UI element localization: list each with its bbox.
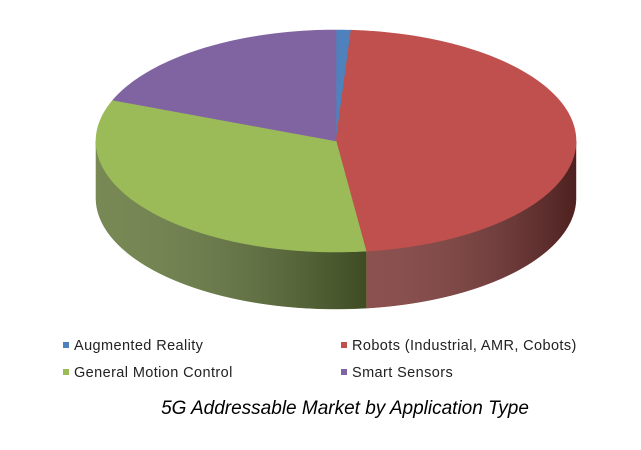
slice: [95, 99, 367, 253]
slice: [112, 29, 337, 142]
legend-marker: [63, 369, 69, 375]
chart-title: 5G Addressable Market by Application Typ…: [161, 398, 529, 419]
slice: [335, 29, 577, 252]
legend-label: Smart Sensors: [352, 365, 453, 381]
legend-marker: [63, 342, 69, 348]
legend-marker: [341, 342, 347, 348]
pie-sides: [95, 140, 577, 310]
legend: Augmented Reality Robots (Industrial, AMR…: [63, 338, 577, 381]
legend-marker: [341, 369, 347, 375]
legend-label: General Motion Control: [74, 365, 233, 381]
pie-tops: [95, 29, 577, 253]
legend-label: Augmented Reality: [74, 338, 204, 354]
slice-side-shade: [366, 141, 576, 309]
legend-label: Robots (Industrial, AMR, Cobots): [352, 338, 577, 354]
slice-side-shade: [96, 141, 367, 309]
